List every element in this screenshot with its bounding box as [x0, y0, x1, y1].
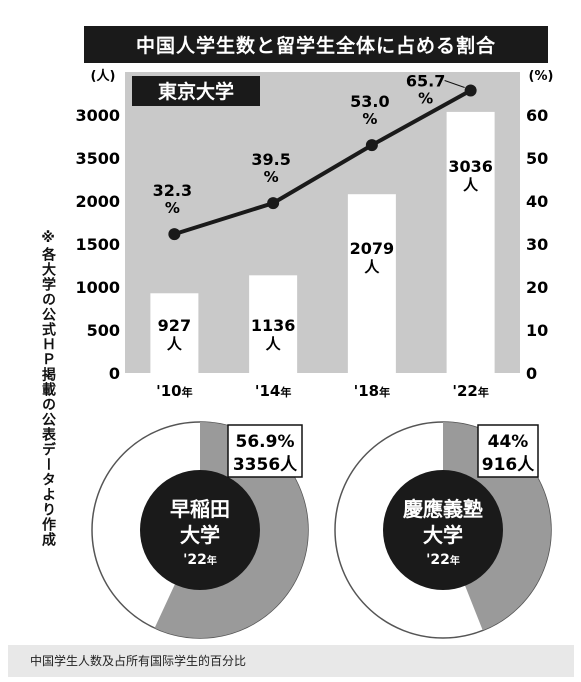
pie-university-name: 大学 [423, 523, 463, 547]
pie-percent-label: 44% [488, 432, 529, 452]
line-unit-label: % [418, 89, 433, 107]
bar-value-label: 2079 [350, 239, 395, 258]
pie-value-box [227, 424, 303, 478]
y-left-tick-label: 0 [109, 364, 120, 383]
bar [446, 111, 495, 374]
line-value-label: 32.3 [153, 181, 192, 200]
line-point [464, 84, 477, 97]
y-right-unit: (%) [529, 69, 554, 84]
y-right-tick-label: 30 [526, 235, 548, 254]
y-left-tick-label: 3000 [75, 106, 120, 125]
y-right-tick-label: 0 [526, 364, 537, 383]
x-tick-label: '18年 [354, 382, 390, 400]
bar-unit-label: 人 [463, 176, 479, 194]
pie-university-name: 大学 [180, 523, 220, 547]
bar [347, 194, 396, 373]
pie-university-name: 慶應義塾 [403, 497, 483, 521]
y-left-tick-label: 2000 [75, 192, 120, 211]
line-point [267, 197, 280, 210]
y-left-tick-label: 1000 [75, 278, 120, 297]
pie-university-name: 早稲田 [170, 497, 230, 521]
pie-percent-label: 56.9% [236, 432, 295, 452]
y-left-unit: (人) [91, 68, 116, 84]
y-left-tick-label: 500 [87, 321, 120, 340]
leader-line [444, 80, 465, 88]
line-value-label: 39.5 [251, 150, 290, 169]
x-tick-label: '22年 [452, 382, 488, 400]
y-left-tick-label: 1500 [75, 235, 120, 254]
line-value-label: 53.0 [350, 92, 389, 111]
line-unit-label: % [362, 110, 377, 128]
pie-count-label: 3356人 [233, 455, 298, 475]
bar-unit-label: 人 [167, 335, 183, 353]
pie-count-label: 916人 [482, 455, 535, 475]
y-right-tick-label: 60 [526, 106, 548, 125]
bar-unit-label: 人 [266, 335, 282, 353]
y-right-tick-label: 10 [526, 321, 548, 340]
bar-value-label: 927 [158, 316, 191, 335]
bar [150, 293, 199, 373]
y-left-tick-label: 3500 [75, 149, 120, 168]
line-unit-label: % [165, 199, 180, 217]
line-value-label: 65.7 [406, 71, 445, 90]
line-point [365, 139, 378, 152]
line-unit-label: % [264, 168, 279, 186]
bar [249, 275, 298, 373]
bar-value-label: 1136 [251, 316, 296, 335]
tokyo-university-chart: 東京大学 (人) (%) 3000 3500 2000 1500 1000 500 0 60 50 40… [75, 68, 554, 400]
university-label-box [132, 76, 260, 106]
x-tick-label: '14年 [255, 382, 291, 400]
pie-value-box [477, 424, 539, 478]
source-note: ※各大学の公式ＨＰ掲載の公表データより作成 [40, 230, 56, 547]
pie-center [383, 470, 503, 590]
pie-year-label: '22年 [183, 552, 217, 568]
percent-line [173, 88, 472, 237]
line-point [168, 228, 181, 241]
university-label: 東京大学 [158, 80, 234, 103]
y-right-tick-label: 40 [526, 192, 548, 211]
y-right-tick-label: 20 [526, 278, 548, 297]
bar-unit-label: 人 [364, 258, 380, 276]
bar-value-label: 3036 [448, 157, 493, 176]
x-tick-label: '10年 [156, 382, 192, 400]
y-right-tick-label: 50 [526, 149, 548, 168]
caption: 中国学生人数及占所有国际学生的百分比 [8, 645, 574, 677]
pie-year-label: '22年 [426, 552, 460, 568]
chart-title: 中国人学生数と留学生全体に占める割合 [84, 26, 548, 63]
pie-center [140, 470, 260, 590]
